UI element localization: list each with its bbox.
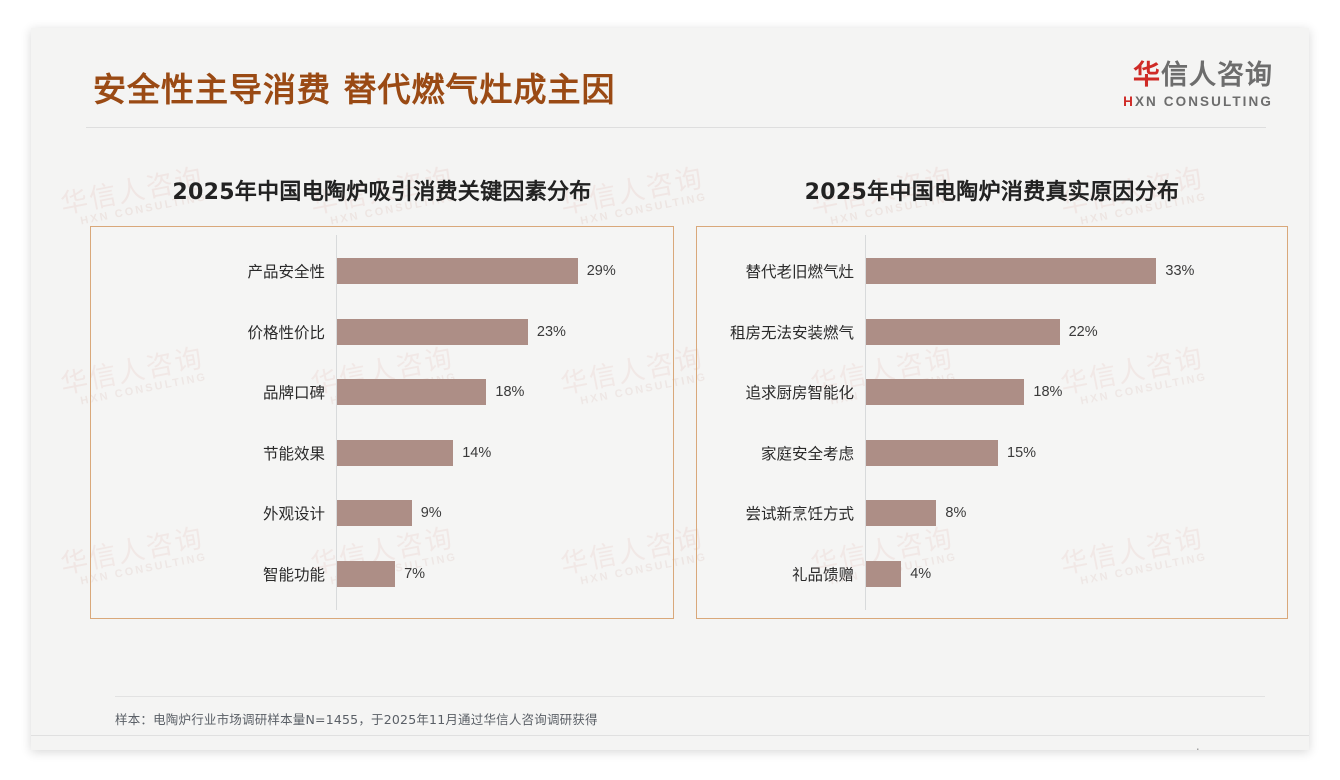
bar-track: 8% bbox=[865, 500, 1287, 527]
bar-row: 家庭安全考虑 15% bbox=[697, 430, 1287, 476]
bar-row: 租房无法安装燃气 22% bbox=[697, 309, 1287, 355]
slide-header: 安全性主导消费 替代燃气灶成主因 华信人咨询 HXN CONSULTING bbox=[31, 28, 1309, 131]
bar-row: 礼品馈赠 4% bbox=[697, 551, 1287, 597]
chart-title-left: 2025年中国电陶炉吸引消费关键因素分布 bbox=[172, 180, 592, 205]
bar-value-label: 15% bbox=[1007, 444, 1037, 461]
bar-track: 23% bbox=[336, 318, 673, 345]
chart-panel-right: 替代老旧燃气灶 33% 租房无法安装燃气 22% 追求厨房智能化 18% 家庭安全考虑 15%… bbox=[696, 226, 1288, 619]
slide-canvas: 华信人咨询 HXN CONSULTING 华信人咨询 HXN CONSULTING 华信… bbox=[31, 28, 1309, 750]
page-title: 安全性主导消费 替代燃气灶成主因 bbox=[93, 70, 616, 109]
bar-track: 7% bbox=[336, 560, 673, 587]
company-logo: 华信人咨询 HXN CONSULTING bbox=[1123, 60, 1273, 109]
bar-row: 追求厨房智能化 18% bbox=[697, 369, 1287, 415]
bar-category-label: 追求厨房智能化 bbox=[745, 384, 854, 403]
logo-cn-rest: 信人咨询 bbox=[1161, 60, 1273, 91]
bar bbox=[866, 258, 1157, 285]
bar-category-label: 租房无法安装燃气 bbox=[729, 323, 854, 342]
bar-track: 4% bbox=[865, 560, 1287, 587]
logo-en-accent: H bbox=[1123, 94, 1135, 110]
bar-track: 9% bbox=[336, 500, 673, 527]
bar-value-label: 18% bbox=[495, 384, 525, 401]
bar-value-label: 8% bbox=[945, 505, 967, 522]
chart-block-left: 2025年中国电陶炉吸引消费关键因素分布 产品安全性 29% 价格性价比 23% 品牌口… bbox=[90, 168, 674, 619]
bar-track: 18% bbox=[336, 379, 673, 406]
bar-value-label: 33% bbox=[1165, 263, 1195, 280]
bar-track: 14% bbox=[336, 439, 673, 466]
bar-category-label: 价格性价比 bbox=[247, 323, 325, 342]
sample-footnote: 样本：电陶炉行业市场调研样本量N=1455，于2025年11月通过华信人咨询调研… bbox=[115, 712, 598, 727]
chart-axis-line-right bbox=[865, 235, 866, 610]
chart-panel-left: 产品安全性 29% 价格性价比 23% 品牌口碑 18% 节能效果 14% 外观设计 9% 智能功能… bbox=[90, 226, 674, 619]
bar-rows-left: 产品安全性 29% 价格性价比 23% 品牌口碑 18% 节能效果 14% 外观设计 9% 智能功能… bbox=[91, 227, 673, 618]
bar-row: 节能效果 14% bbox=[91, 430, 673, 476]
bar-row: 替代老旧燃气灶 33% bbox=[697, 248, 1287, 294]
bar bbox=[866, 560, 902, 587]
slide-footer: ©2026.1 HXR华信人咨询 www.hxrcon.com bbox=[31, 736, 1309, 750]
logo-chinese-text: 华信人咨询 bbox=[1123, 60, 1273, 91]
bar-value-label: 4% bbox=[910, 565, 932, 582]
bar-row: 品牌口碑 18% bbox=[91, 369, 673, 415]
bar-track: 22% bbox=[865, 318, 1287, 345]
bar-category-label: 礼品馈赠 bbox=[791, 565, 854, 584]
bar-value-label: 29% bbox=[586, 263, 616, 280]
bar bbox=[866, 500, 937, 527]
logo-cn-accent: 华 bbox=[1133, 60, 1161, 91]
bar bbox=[337, 318, 528, 345]
bar-track: 15% bbox=[865, 439, 1287, 466]
bar-row: 价格性价比 23% bbox=[91, 309, 673, 355]
chart-axis-line-left bbox=[336, 235, 337, 610]
bar-row: 外观设计 9% bbox=[91, 490, 673, 536]
bar bbox=[866, 379, 1025, 406]
bar-value-label: 9% bbox=[420, 505, 442, 522]
copyright-text: ©2026.1 HXR华信人咨询 bbox=[102, 746, 257, 750]
bar-category-label: 家庭安全考虑 bbox=[760, 444, 854, 463]
footer-divider bbox=[31, 735, 1309, 736]
bar bbox=[337, 258, 578, 285]
bar bbox=[337, 500, 412, 527]
bar-track: 18% bbox=[865, 379, 1287, 406]
bar-category-label: 智能功能 bbox=[262, 565, 325, 584]
website-url[interactable]: www.hxrcon.com bbox=[1167, 747, 1261, 750]
bar-value-label: 18% bbox=[1033, 384, 1063, 401]
bar-row: 产品安全性 29% bbox=[91, 248, 673, 294]
bar-category-label: 尝试新烹饪方式 bbox=[745, 505, 854, 524]
logo-english-text: HXN CONSULTING bbox=[1123, 94, 1273, 109]
bar-category-label: 品牌口碑 bbox=[262, 384, 325, 403]
footnote-divider bbox=[115, 696, 1265, 697]
bar-value-label: 14% bbox=[462, 444, 492, 461]
bar-rows-right: 替代老旧燃气灶 33% 租房无法安装燃气 22% 追求厨房智能化 18% 家庭安全考虑 15%… bbox=[697, 227, 1287, 618]
bar-category-label: 节能效果 bbox=[262, 444, 325, 463]
bar-category-label: 产品安全性 bbox=[247, 263, 325, 282]
logo-en-rest: XN CONSULTING bbox=[1134, 94, 1273, 110]
bar bbox=[337, 379, 487, 406]
bar-track: 33% bbox=[865, 258, 1287, 285]
chart-title-right: 2025年中国电陶炉消费真实原因分布 bbox=[804, 180, 1180, 205]
bar-value-label: 23% bbox=[536, 323, 566, 340]
bar-value-label: 22% bbox=[1068, 323, 1098, 340]
header-divider bbox=[86, 127, 1266, 128]
bar bbox=[337, 439, 454, 466]
chart-block-right: 2025年中国电陶炉消费真实原因分布 替代老旧燃气灶 33% 租房无法安装燃气 22%… bbox=[696, 168, 1288, 619]
bar-category-label: 替代老旧燃气灶 bbox=[745, 263, 854, 282]
bar bbox=[866, 318, 1060, 345]
bar bbox=[866, 439, 998, 466]
bar-track: 29% bbox=[336, 258, 673, 285]
bar bbox=[337, 560, 396, 587]
bar-category-label: 外观设计 bbox=[262, 505, 325, 524]
bar-value-label: 7% bbox=[404, 565, 426, 582]
bar-row: 尝试新烹饪方式 8% bbox=[697, 490, 1287, 536]
bar-row: 智能功能 7% bbox=[91, 551, 673, 597]
